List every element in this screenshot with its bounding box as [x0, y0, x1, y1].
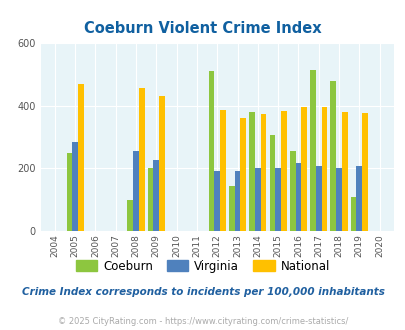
Bar	[289, 151, 295, 231]
Bar	[127, 200, 133, 231]
Bar	[361, 113, 367, 231]
Bar	[249, 112, 254, 231]
Bar	[72, 142, 78, 231]
Bar	[234, 171, 240, 231]
Bar	[208, 71, 214, 231]
Bar	[254, 168, 260, 231]
Text: Crime Index corresponds to incidents per 100,000 inhabitants: Crime Index corresponds to incidents per…	[21, 287, 384, 297]
Bar	[356, 166, 361, 231]
Bar	[139, 88, 144, 231]
Bar	[321, 107, 326, 231]
Bar	[159, 96, 164, 231]
Bar	[153, 159, 159, 231]
Bar	[301, 107, 306, 231]
Bar	[228, 185, 234, 231]
Bar	[330, 81, 335, 231]
Bar	[341, 112, 347, 231]
Bar	[133, 151, 139, 231]
Bar	[147, 168, 153, 231]
Bar	[335, 168, 341, 231]
Bar	[350, 197, 356, 231]
Bar	[315, 166, 321, 231]
Bar	[309, 70, 315, 231]
Bar	[295, 163, 301, 231]
Bar	[240, 117, 245, 231]
Bar	[260, 115, 266, 231]
Bar	[220, 110, 225, 231]
Bar	[78, 84, 83, 231]
Text: Coeburn Violent Crime Index: Coeburn Violent Crime Index	[84, 21, 321, 36]
Bar	[66, 152, 72, 231]
Bar	[280, 111, 286, 231]
Legend: Coeburn, Virginia, National: Coeburn, Virginia, National	[71, 255, 334, 278]
Bar	[275, 168, 280, 231]
Bar	[214, 171, 220, 231]
Text: © 2025 CityRating.com - https://www.cityrating.com/crime-statistics/: © 2025 CityRating.com - https://www.city…	[58, 317, 347, 326]
Bar	[269, 135, 275, 231]
